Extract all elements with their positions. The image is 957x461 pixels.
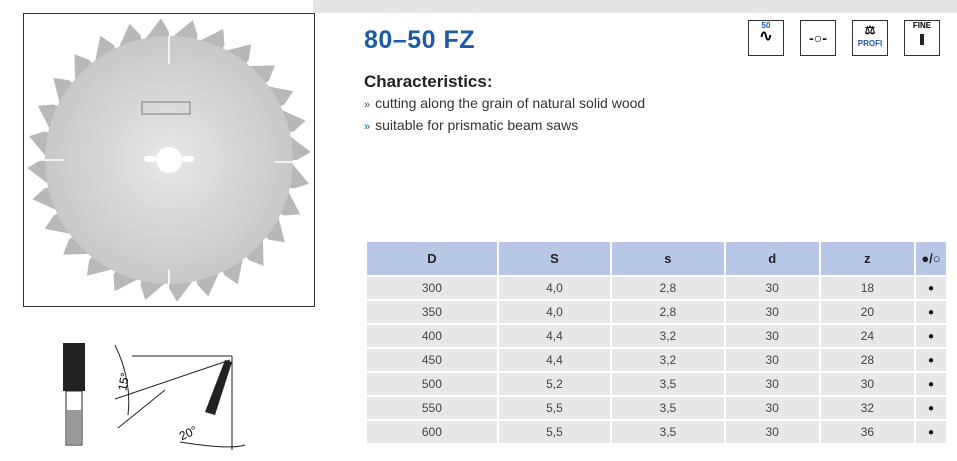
saw-blade-icon (27, 18, 311, 302)
hook-tooth-icon: 50 ∿ (748, 20, 784, 56)
table-cell: 4,4 (496, 323, 613, 349)
profi-scale-icon: ⚖ PROFI (852, 20, 888, 56)
bore-pinhole-icon: -○- (800, 20, 836, 56)
table-cell: 30 (723, 419, 821, 445)
column-header: D (365, 240, 499, 277)
table-row: 400 4,4 3,2 30 24 ● (365, 323, 948, 349)
table-cell: 5,5 (496, 395, 613, 421)
table-cell: 600 (365, 419, 499, 445)
table-cell: 400 (365, 323, 499, 349)
table-cell: 450 (365, 347, 499, 373)
table-row: 550 5,5 3,5 30 32 ● (365, 395, 948, 421)
table-cell: 30 (723, 299, 821, 325)
top-bar (313, 0, 957, 13)
table-cell: 30 (723, 347, 821, 373)
tooth-geometry-diagram: 15° 20° (63, 343, 246, 450)
table-row: 300 4,0 2,8 30 18 ● (365, 275, 948, 301)
table-cell: 32 (818, 395, 917, 421)
table-cell: ● (914, 299, 948, 325)
rake-angle-label: 20° (177, 423, 200, 443)
table-cell: ● (914, 371, 948, 397)
table-row: 350 4,0 2,8 30 20 ● (365, 299, 948, 325)
table-cell: ● (914, 395, 948, 421)
table-cell: 36 (818, 419, 917, 445)
table-cell: 20 (818, 299, 917, 325)
table-cell: 30 (723, 371, 821, 397)
table-cell: 4,0 (496, 275, 613, 301)
characteristics-heading: Characteristics: (364, 72, 493, 91)
table-cell: 5,5 (496, 419, 613, 445)
column-header: S (496, 240, 613, 277)
table-cell: 30 (818, 371, 917, 397)
table-cell: ● (914, 347, 948, 373)
saw-blade-image (23, 13, 315, 307)
table-cell: 2,8 (610, 275, 726, 301)
table-cell: ● (914, 419, 948, 445)
table-cell: 5,2 (496, 371, 613, 397)
table-cell: 28 (818, 347, 917, 373)
table-row: 600 5,5 3,5 30 36 ● (365, 419, 948, 445)
table-cell: 2,8 (610, 299, 726, 325)
fine-cut-icon: FINE (904, 20, 940, 56)
table-cell: 24 (818, 323, 917, 349)
table-cell: 300 (365, 275, 499, 301)
table-cell: 30 (723, 395, 821, 421)
column-header: ●/○ (914, 240, 948, 277)
table-cell: 3,2 (610, 323, 726, 349)
table-cell: 4,4 (496, 347, 613, 373)
table-cell: 350 (365, 299, 499, 325)
table-cell: 3,5 (610, 419, 726, 445)
feature-icons: 50 ∿ -○- ⚖ PROFI FINE (748, 20, 940, 56)
table-row: 500 5,2 3,5 30 30 ● (365, 371, 948, 397)
table-cell: ● (914, 275, 948, 301)
table-cell: 18 (818, 275, 917, 301)
table-cell: 500 (365, 371, 499, 397)
column-header: s (610, 240, 726, 277)
table-cell: 3,5 (610, 395, 726, 421)
table-cell: 3,5 (610, 371, 726, 397)
characteristic-item: » cutting along the grain of natural soli… (364, 95, 646, 111)
table-cell: 30 (723, 275, 821, 301)
product-title: 80–50 FZ (364, 26, 476, 54)
column-header: z (818, 240, 917, 277)
table-cell: 4,0 (496, 299, 613, 325)
table-cell: ● (914, 323, 948, 349)
table-cell: 30 (723, 323, 821, 349)
table-cell: 550 (365, 395, 499, 421)
column-header: d (723, 240, 821, 277)
clearance-angle-label: 15° (115, 371, 132, 392)
table-row: 450 4,4 3,2 30 28 ● (365, 347, 948, 373)
table-cell: 3,2 (610, 347, 726, 373)
characteristic-item: » suitable for prismatic beam saws (364, 117, 579, 133)
